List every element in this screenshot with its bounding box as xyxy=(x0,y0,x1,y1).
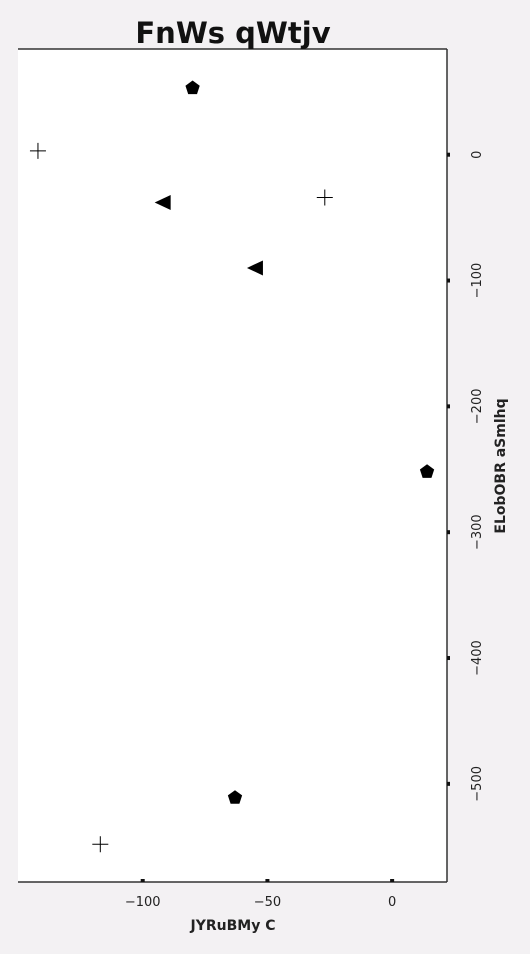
y-tick-label: −300 xyxy=(470,514,485,550)
data-point-triangle xyxy=(154,195,171,211)
y-axis-label: ELobOBR aSmlhq xyxy=(493,398,509,533)
data-point-plus xyxy=(316,189,333,206)
data-point-plus xyxy=(29,142,46,159)
x-tick-label: 0 xyxy=(388,895,396,910)
data-point-pentagon xyxy=(185,80,200,95)
y-tick-label: −500 xyxy=(470,766,485,802)
plot-area xyxy=(18,49,447,882)
y-axis-ticks: 0 −100 −200 −300 −400 −500 xyxy=(447,151,485,802)
data-point-pentagon xyxy=(227,790,243,804)
x-axis-label: JYRuBMy C xyxy=(190,918,276,934)
data-points xyxy=(29,80,435,853)
x-tick-mark xyxy=(140,879,145,882)
x-tick-label: −50 xyxy=(254,895,281,910)
y-tick-mark xyxy=(447,152,450,157)
chart-title: FnWs qWtjv xyxy=(135,16,330,50)
data-point-pentagon xyxy=(419,464,435,478)
y-tick-label: −400 xyxy=(470,640,485,676)
data-point-plus xyxy=(92,836,109,853)
x-tick-label: −100 xyxy=(125,895,161,910)
y-tick-mark xyxy=(447,781,450,786)
y-tick-mark xyxy=(447,278,450,283)
x-axis-ticks: −100 −50 0 xyxy=(125,879,396,910)
y-tick-label: −200 xyxy=(470,389,485,425)
y-tick-label: −100 xyxy=(470,263,485,299)
x-tick-mark xyxy=(265,879,270,882)
y-tick-label: 0 xyxy=(470,151,485,159)
y-tick-mark xyxy=(447,656,450,661)
x-tick-mark xyxy=(390,879,395,882)
y-tick-mark xyxy=(447,404,450,409)
y-tick-mark xyxy=(447,530,450,535)
data-point-triangle xyxy=(246,260,263,276)
